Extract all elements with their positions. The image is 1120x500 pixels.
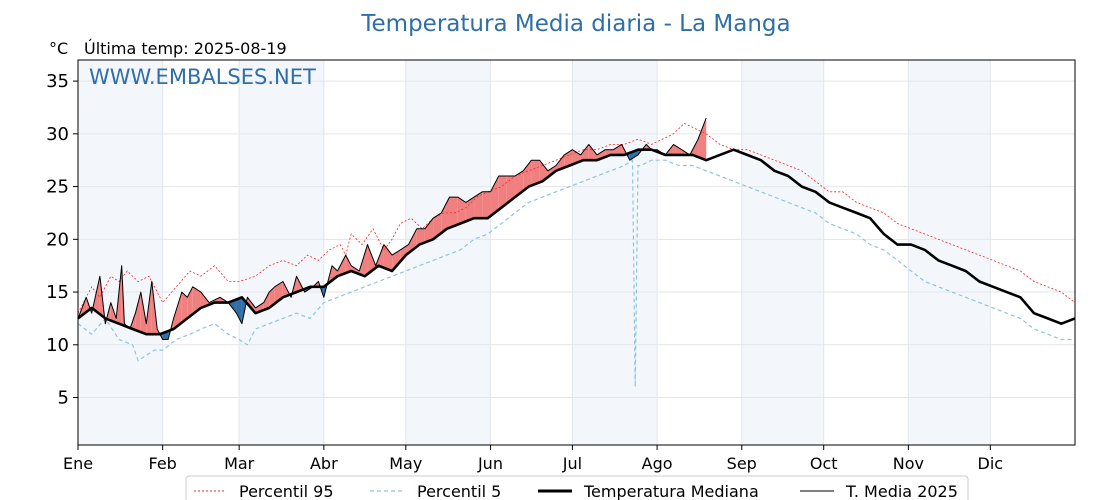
anomaly-fill-57 <box>474 191 483 219</box>
y-axis-ticks: 5 10 15 20 25 30 35 <box>46 71 78 409</box>
series-lines <box>77 117 1076 388</box>
x-axis-ticks: Ene Feb Mar Abr May Jun Jul Ago Sep Oct Nov Dic <box>63 445 1003 473</box>
anomaly-fill-74 <box>613 144 622 155</box>
anomaly-fill-41 <box>345 255 352 274</box>
chart-title: Temperatura Media diaria - La Manga <box>360 11 790 37</box>
anomaly-fill-64 <box>531 160 540 186</box>
anomaly-fill-18 <box>181 292 188 323</box>
anomaly-fill-29 <box>263 292 270 310</box>
anomaly-fill-60 <box>498 176 507 210</box>
series-line-p95 <box>77 122 1076 314</box>
x-tick-label-Nov: Nov <box>893 454 924 473</box>
series-line-current <box>77 117 707 340</box>
month-band-0 <box>78 60 163 445</box>
anomaly-fill-53 <box>441 197 450 233</box>
y-tick-label-5: 5 <box>58 388 69 409</box>
anomaly-fill-47 <box>392 249 401 271</box>
anomaly-fill-59 <box>490 176 499 217</box>
anomaly-fill-46 <box>383 244 393 271</box>
y-tick-label-10: 10 <box>46 335 69 356</box>
anomaly-fill-19 <box>187 286 193 319</box>
month-band-2 <box>405 60 491 445</box>
unit-label: °C <box>49 39 68 58</box>
y-tick-label-20: 20 <box>46 229 69 250</box>
anomaly-fill-56 <box>465 197 475 222</box>
y-tick-label-25: 25 <box>46 177 69 198</box>
month-shading <box>78 60 991 445</box>
anomaly-fill-25 <box>236 297 242 324</box>
anomaly-fill-54 <box>449 197 458 228</box>
series-line-p5 <box>77 159 1075 388</box>
anomaly-fill-61 <box>506 176 516 204</box>
month-band-4 <box>741 60 824 445</box>
x-tick-label-Mar: Mar <box>224 454 255 473</box>
x-tick-label-Ago: Ago <box>642 454 673 473</box>
legend-box <box>185 475 969 500</box>
anomaly-fill-44 <box>367 244 376 275</box>
y-tick-label-15: 15 <box>46 282 69 303</box>
legend-label-median: Temperatura Mediana <box>583 482 759 500</box>
plot-frame <box>77 59 1076 446</box>
anomaly-fill-70 <box>580 144 589 162</box>
anomaly-fill-17 <box>173 292 182 329</box>
x-tick-label-Jul: Jul <box>562 454 582 473</box>
x-tick-label-Sep: Sep <box>727 454 757 473</box>
watermark: WWW.EMBALSES.NET <box>89 65 316 89</box>
legend-label-p95: Percentil 95 <box>239 482 334 500</box>
anomaly-fill-52 <box>433 212 442 240</box>
anomaly-fill-71 <box>588 144 597 161</box>
x-tick-label-May: May <box>389 454 422 473</box>
x-tick-label-Feb: Feb <box>149 454 177 473</box>
legend: Percentil 95 Percentil 5 Temperatura Med… <box>185 475 969 500</box>
last-temp-label: Última temp: 2025-08-19 <box>84 39 287 58</box>
month-band-3 <box>572 60 658 445</box>
anomaly-fill-51 <box>424 218 434 243</box>
anomaly-fill-55 <box>457 197 466 225</box>
x-tick-label-Dic: Dic <box>978 454 1004 473</box>
x-tick-label-Jun: Jun <box>477 454 503 473</box>
anomaly-fill-20 <box>192 286 201 315</box>
anomaly-fill-21 <box>200 292 210 308</box>
anomaly-fill-62 <box>515 170 524 198</box>
series-line-median <box>77 148 1076 336</box>
anomaly-fill-10 <box>135 292 141 333</box>
anomaly-fill-67 <box>556 154 565 171</box>
anomaly-fill-40 <box>337 255 346 277</box>
legend-label-current: T. Media 2025 <box>845 482 958 500</box>
legend-label-p5: Percentil 5 <box>417 482 501 500</box>
x-tick-label-Abr: Abr <box>310 454 338 473</box>
anomaly-fill-85 <box>698 118 707 161</box>
anomaly-fill-58 <box>482 191 491 219</box>
y-tick-label-35: 35 <box>46 71 69 92</box>
anomaly-fill-82 <box>673 144 682 155</box>
x-tick-label-Oct: Oct <box>810 454 838 473</box>
y-tick-label-30: 30 <box>46 124 69 145</box>
anomaly-fill-30 <box>269 286 275 308</box>
month-band-1 <box>239 60 324 445</box>
month-band-5 <box>908 60 991 445</box>
grid-lines <box>77 60 1075 445</box>
x-tick-label-Ene: Ene <box>63 454 93 473</box>
anomaly-fill-63 <box>523 160 532 191</box>
